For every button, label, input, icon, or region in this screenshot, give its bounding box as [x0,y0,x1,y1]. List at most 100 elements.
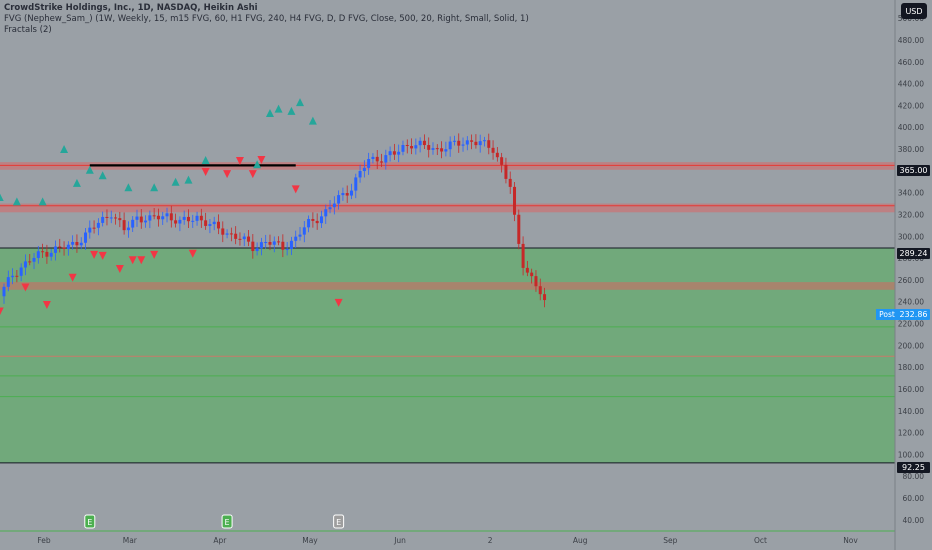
candle-body [2,286,6,297]
candle-body [530,272,534,277]
mid-red-zone [0,203,895,213]
legend-symbol-line: CrowdStrike Holdings, Inc., 1D, NASDAQ, … [4,3,258,13]
candle-body [186,216,190,222]
candle-body [148,215,152,221]
time-tick-label: Nov [843,536,858,545]
candle-body [289,240,293,249]
candle-body [457,140,461,146]
candle-body [96,222,100,228]
candle-body [6,277,10,287]
candle-body [92,227,96,229]
candle-body [500,157,504,165]
fractal-down-marker [235,157,244,166]
candle-body [513,186,517,215]
candle-body [45,251,49,257]
fractal-up-marker [287,106,296,115]
candle-body [388,151,392,156]
price-tick-label: 420.00 [898,101,924,110]
candle-body [349,190,353,196]
price-tick-label: 140.00 [898,407,924,416]
candle-body [521,243,525,268]
currency-button[interactable]: USD [901,3,927,19]
low-red-zone [0,282,895,290]
candle-body [109,217,113,219]
candle-body [49,252,53,257]
fractal-up-marker [124,183,133,192]
candle-body [191,220,195,222]
candle-body [53,246,57,253]
chart-legend: CrowdStrike Holdings, Inc., 1D, NASDAQ, … [4,3,529,36]
fractal-up-marker [0,193,4,202]
fractal-down-marker [334,298,343,307]
candle-body [84,232,88,243]
candle-body [118,218,122,221]
price-tick-label: 180.00 [898,363,924,372]
fractal-up-marker [98,171,107,180]
fractal-down-marker [201,167,210,176]
post-market-label: Post [876,309,898,320]
candle-body [75,241,79,246]
candle-body [178,219,182,224]
candle-body [410,146,414,149]
candle-body [495,152,499,158]
candle-body [272,241,276,245]
candle-body [169,213,173,221]
candle-body [101,216,105,223]
candle-body [332,203,336,208]
candle-body [19,267,23,276]
fractal-up-marker [265,109,274,118]
price-tick-label: 460.00 [898,58,924,67]
fractal-up-marker [308,116,317,125]
fractal-down-marker [42,301,51,310]
candle-body [358,171,362,178]
price-tag-92: 92.25 [897,462,930,473]
time-tick-label: Aug [573,536,588,545]
candle-body [392,151,396,155]
candle-body [208,224,212,226]
candle-body [435,148,439,150]
candle-body [328,207,332,210]
price-tag-289: 289.24 [897,248,930,259]
price-tag-post: 232.86 [897,309,930,320]
candle-body [212,221,216,225]
candle-body [418,140,422,146]
candle-body [182,216,186,220]
candle-body [144,220,148,223]
earnings-icon [221,514,233,529]
candle-body [199,215,203,221]
price-tick-label: 80.00 [903,472,925,481]
earnings-icon-letter: E [336,518,341,527]
fractal-up-marker [72,178,81,187]
earnings-icon [84,514,96,529]
candle-body [427,145,431,150]
candle-body [15,275,19,277]
candle-body [221,228,225,235]
price-tick-label: 380.00 [898,145,924,154]
candle-body [517,214,521,244]
candle-body [66,244,70,249]
candle-body [487,140,491,148]
candle-body [139,216,143,223]
fractal-down-marker [188,249,197,258]
candle-body [354,177,358,191]
candle-body [242,236,246,240]
candle-body [36,251,40,258]
candle-body [285,248,289,250]
price-tick-label: 400.00 [898,123,924,132]
time-tick-label: May [302,536,318,545]
candle-body [204,220,208,226]
candle-body [229,233,233,235]
time-tick-label: Sep [663,536,677,545]
fractal-up-marker [60,145,69,154]
candle-body [384,155,388,163]
candle-body [71,241,75,245]
candle-body [307,218,311,228]
candle-body [255,248,259,252]
candle-body [294,236,298,241]
fractal-up-marker [253,160,262,169]
candle-body [298,234,302,237]
price-tick-label: 340.00 [898,189,924,198]
candle-body [405,145,409,147]
candle-body [440,148,444,152]
